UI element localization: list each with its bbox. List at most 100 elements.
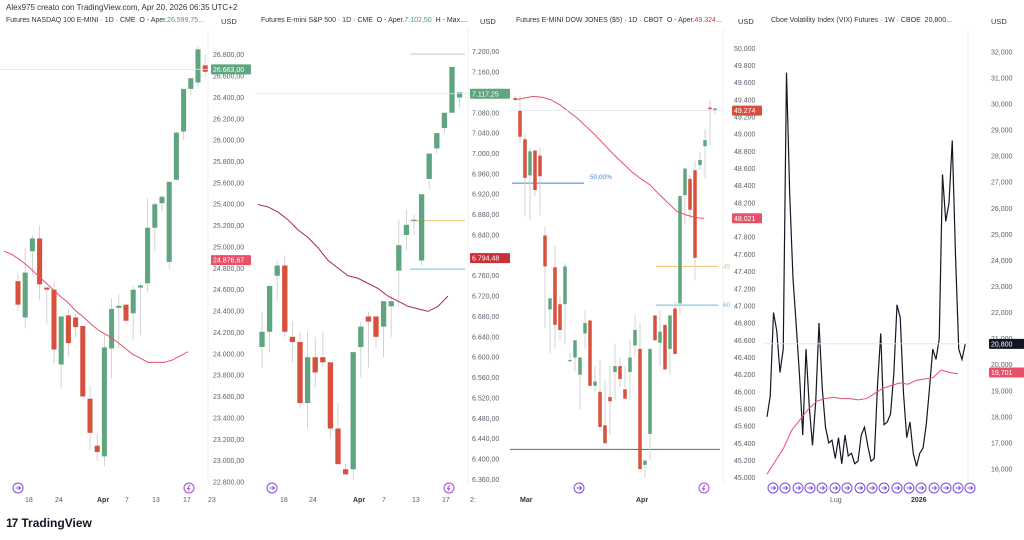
dividend-event-icon[interactable] — [915, 482, 927, 494]
moving-average-line[interactable] — [514, 95, 705, 219]
candle-up[interactable] — [130, 289, 136, 314]
dividend-event-icon[interactable] — [816, 482, 828, 494]
candle-up[interactable] — [137, 285, 143, 288]
candle-down[interactable] — [603, 425, 607, 444]
candle-down[interactable] — [327, 362, 334, 429]
candle-down[interactable] — [623, 389, 627, 399]
candle-up[interactable] — [578, 357, 582, 375]
chart-panel-nasdaq[interactable]: 26.800,00 26.600,00 26.400,00 26.200,00 26.0… — [0, 14, 255, 504]
dividend-event-icon[interactable] — [767, 482, 779, 494]
candle-up[interactable] — [388, 301, 394, 307]
chart-panel-dow[interactable]: 50.000 49.800 49.600 49.400 49.200 49.000 48.8… — [510, 14, 765, 504]
dividend-event-icon[interactable] — [779, 482, 791, 494]
moving-average-line[interactable] — [766, 369, 958, 475]
candle-up[interactable] — [29, 238, 35, 252]
candle-up[interactable] — [449, 66, 455, 113]
candle-up[interactable] — [266, 285, 273, 332]
candle-up[interactable] — [573, 340, 577, 358]
candle-up[interactable] — [568, 360, 572, 362]
candle-down[interactable] — [693, 170, 697, 258]
currency-label[interactable]: USD — [480, 17, 496, 26]
dividend-event-icon[interactable] — [804, 482, 816, 494]
candle-up[interactable] — [668, 315, 672, 349]
candle-down[interactable] — [663, 324, 667, 370]
candle-up[interactable] — [173, 132, 179, 180]
candle-up[interactable] — [528, 151, 532, 176]
candle-up[interactable] — [548, 298, 552, 310]
candle-up[interactable] — [181, 88, 187, 132]
candle-down[interactable] — [342, 469, 349, 475]
price-axis[interactable]: 50.000 49.800 49.600 49.400 49.200 49.000 48.8… — [734, 46, 756, 482]
candle-down[interactable] — [373, 316, 379, 337]
candlestick-series[interactable] — [513, 95, 717, 478]
chart-canvas-dow[interactable]: 50.000 49.800 49.600 49.400 49.200 49.000 48.8… — [510, 14, 765, 504]
candle-down[interactable] — [543, 235, 547, 267]
dividend-event-icon[interactable] — [952, 482, 964, 494]
candle-down[interactable] — [653, 315, 657, 341]
dividend-event-icon[interactable] — [829, 482, 841, 494]
candle-down[interactable] — [282, 265, 288, 332]
candle-up[interactable] — [613, 366, 617, 373]
tradingview-logo[interactable]: 17 TradingView — [6, 516, 92, 530]
candle-up[interactable] — [633, 329, 637, 346]
candle-down[interactable] — [87, 398, 93, 433]
candle-up[interactable] — [101, 347, 107, 457]
candle-down[interactable] — [523, 139, 527, 178]
dividend-event-icon[interactable] — [266, 482, 278, 494]
candle-down[interactable] — [513, 98, 517, 100]
candle-down[interactable] — [37, 238, 43, 285]
candle-up[interactable] — [259, 331, 265, 348]
currency-label[interactable]: USD — [738, 17, 754, 26]
candle-up[interactable] — [145, 227, 151, 284]
candle-up[interactable] — [648, 348, 652, 434]
candle-up[interactable] — [583, 323, 587, 334]
chart-panel-vix[interactable]: 32,000 31,000 30,000 29,000 28,000 27,000 26,0… — [765, 14, 1024, 504]
dividend-event-icon[interactable] — [841, 482, 853, 494]
dividend-event-icon[interactable] — [866, 482, 878, 494]
candle-up[interactable] — [678, 196, 682, 304]
candle-up[interactable] — [441, 112, 448, 129]
dividend-event-icon[interactable] — [903, 482, 915, 494]
dividend-event-icon[interactable] — [964, 482, 976, 494]
candle-down[interactable] — [80, 326, 86, 397]
candle-down[interactable] — [598, 391, 602, 428]
candle-down[interactable] — [51, 289, 57, 350]
dividend-event-icon[interactable] — [928, 482, 940, 494]
candle-up[interactable] — [58, 316, 64, 365]
candle-down[interactable] — [558, 304, 562, 330]
candle-up[interactable] — [628, 357, 632, 373]
candle-down[interactable] — [123, 304, 129, 321]
earnings-event-icon[interactable] — [443, 482, 455, 494]
candle-up[interactable] — [713, 108, 717, 111]
candle-down[interactable] — [320, 357, 326, 363]
candle-up[interactable] — [195, 49, 201, 83]
candle-up[interactable] — [116, 305, 122, 308]
candle-up[interactable] — [396, 245, 402, 271]
candle-up[interactable] — [658, 331, 662, 343]
candlestick-series[interactable] — [15, 46, 208, 466]
currency-label[interactable]: USD — [991, 17, 1007, 26]
dividend-event-icon[interactable] — [891, 482, 903, 494]
dividend-event-icon[interactable] — [12, 482, 24, 494]
dividend-event-icon[interactable] — [573, 482, 585, 494]
candle-down[interactable] — [297, 341, 303, 404]
candle-down[interactable] — [533, 150, 537, 190]
candle-down[interactable] — [708, 107, 712, 110]
candle-up[interactable] — [698, 159, 702, 166]
candle-up[interactable] — [456, 92, 463, 98]
candle-up[interactable] — [418, 194, 425, 261]
chart-canvas-sp500[interactable]: 7.200,007.160,007.120,007.080,007.040,00… — [255, 14, 510, 504]
candle-up[interactable] — [380, 301, 387, 327]
candle-up[interactable] — [166, 181, 172, 262]
candle-down[interactable] — [588, 320, 592, 386]
candle-up[interactable] — [403, 224, 410, 235]
candle-up[interactable] — [563, 266, 567, 305]
candle-up[interactable] — [152, 204, 158, 228]
earnings-event-icon[interactable] — [183, 482, 195, 494]
candle-up[interactable] — [434, 133, 440, 149]
candle-down[interactable] — [44, 287, 50, 290]
candle-down[interactable] — [538, 155, 542, 177]
earnings-event-icon[interactable] — [698, 482, 710, 494]
dividend-event-icon[interactable] — [940, 482, 952, 494]
candle-up[interactable] — [703, 140, 707, 147]
